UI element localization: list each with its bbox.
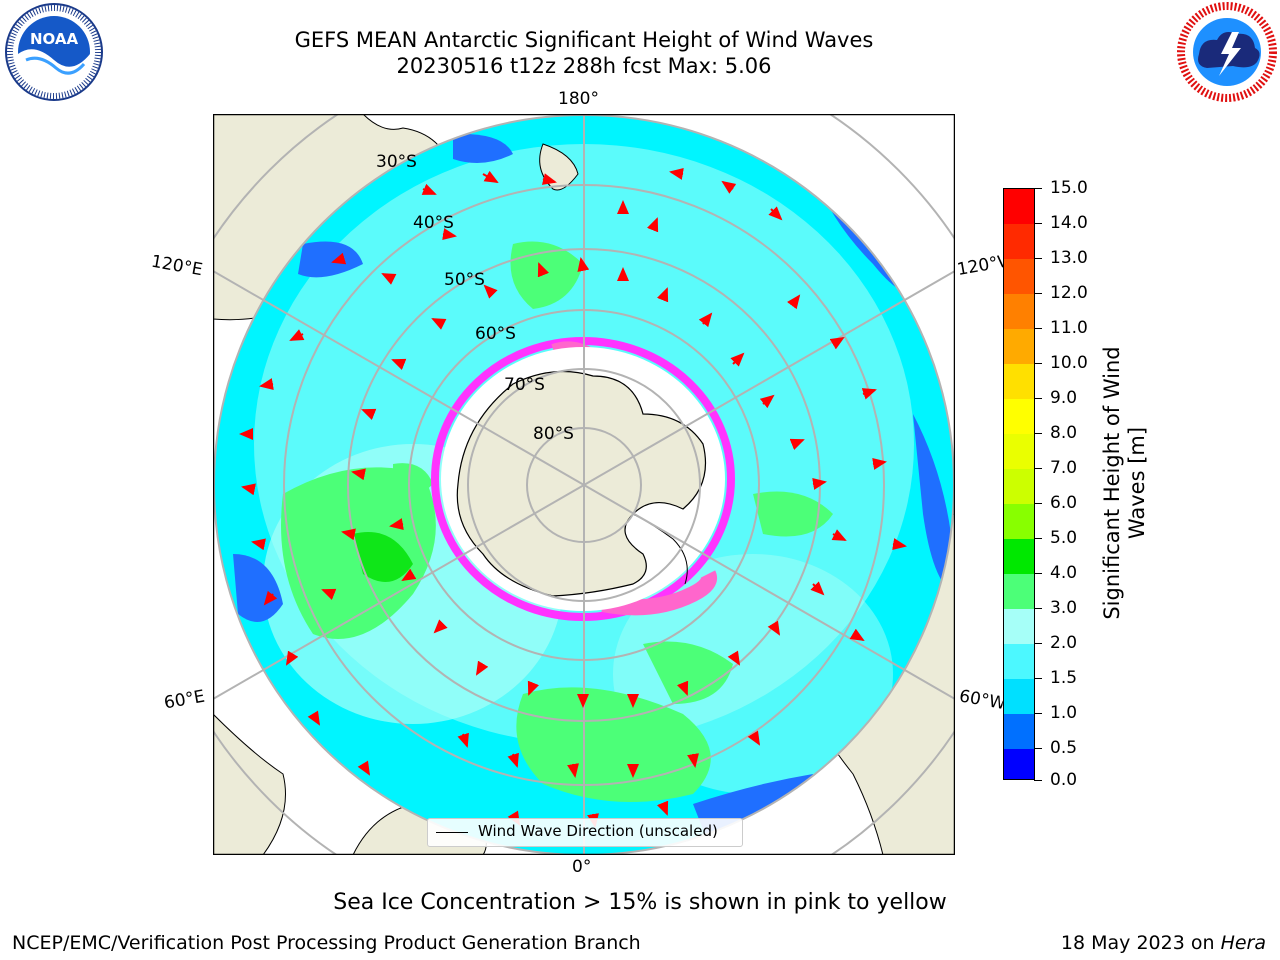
colorbar-tick: 6.0 [1034,493,1077,513]
colorbar-tick: 8.0 [1034,423,1077,443]
colorbar-tick: 4.0 [1034,563,1077,583]
lon-label-60w: 60°W [957,686,1005,714]
svg-text:NOAA: NOAA [30,30,79,48]
lat-label-50s: 50°S [444,270,485,290]
colorbar-tick: 5.0 [1034,528,1077,548]
lat-label-30s: 30°S [376,152,417,172]
colorbar-tick: 3.0 [1034,598,1077,618]
legend-line-swatch [436,832,468,833]
lat-label-80s: 80°S [533,424,574,444]
colorbar-tick: 11.0 [1034,318,1088,338]
colorbar [1003,188,1035,780]
colorbar-label: Significant Height of Wind Waves [m] [1100,346,1149,620]
lat-label-60s: 60°S [475,324,516,344]
map-legend: Wind Wave Direction (unscaled) [427,818,743,847]
lat-label-40s: 40°S [413,213,454,233]
nws-logo [1177,2,1277,102]
footer-branch: NCEP/EMC/Verification Post Processing Pr… [12,932,641,954]
lat-label-70s: 70°S [504,375,545,395]
colorbar-tick: 10.0 [1034,353,1088,373]
chart-subtitle: 20230516 t12z 288h fcst Max: 5.06 [396,54,772,78]
footer-date-text: 18 May 2023 on [1060,932,1221,954]
colorbar-tick: 14.0 [1034,213,1088,233]
chart-title: GEFS MEAN Antarctic Significant Height o… [294,28,874,52]
colorbar-tick: 13.0 [1034,248,1088,268]
footer-machine: Hera [1220,932,1266,954]
colorbar-tick: 12.0 [1034,283,1088,303]
colorbar-tick: 9.0 [1034,388,1077,408]
colorbar-tick: 7.0 [1034,458,1077,478]
colorbar-ticks: 15.0 14.0 13.0 12.0 11.0 10.0 9.0 8.0 7.… [1034,178,1094,790]
map-frame [212,113,956,856]
noaa-logo: NOAA [4,2,104,102]
footer-date: 18 May 2023 on Hera [1061,932,1266,954]
colorbar-tick: 1.0 [1034,703,1077,723]
legend-label: Wind Wave Direction (unscaled) [478,822,718,840]
lon-label-60e: 60°E [162,686,207,714]
colorbar-tick: 2.0 [1034,633,1077,653]
colorbar-tick: 15.0 [1034,178,1088,198]
lon-label-0: 0° [572,857,592,877]
sea-ice-note: Sea Ice Concentration > 15% is shown in … [333,890,947,915]
colorbar-tick: 0.0 [1034,770,1077,790]
colorbar-tick: 1.5 [1034,668,1077,688]
lon-label-180: 180° [558,89,599,109]
wind-wave-arrows [239,168,907,828]
polar-map [212,113,956,856]
lon-label-120e: 120°E [149,251,205,281]
lon-label-120w: 120°W [955,251,1007,281]
colorbar-tick: 0.5 [1034,738,1077,758]
